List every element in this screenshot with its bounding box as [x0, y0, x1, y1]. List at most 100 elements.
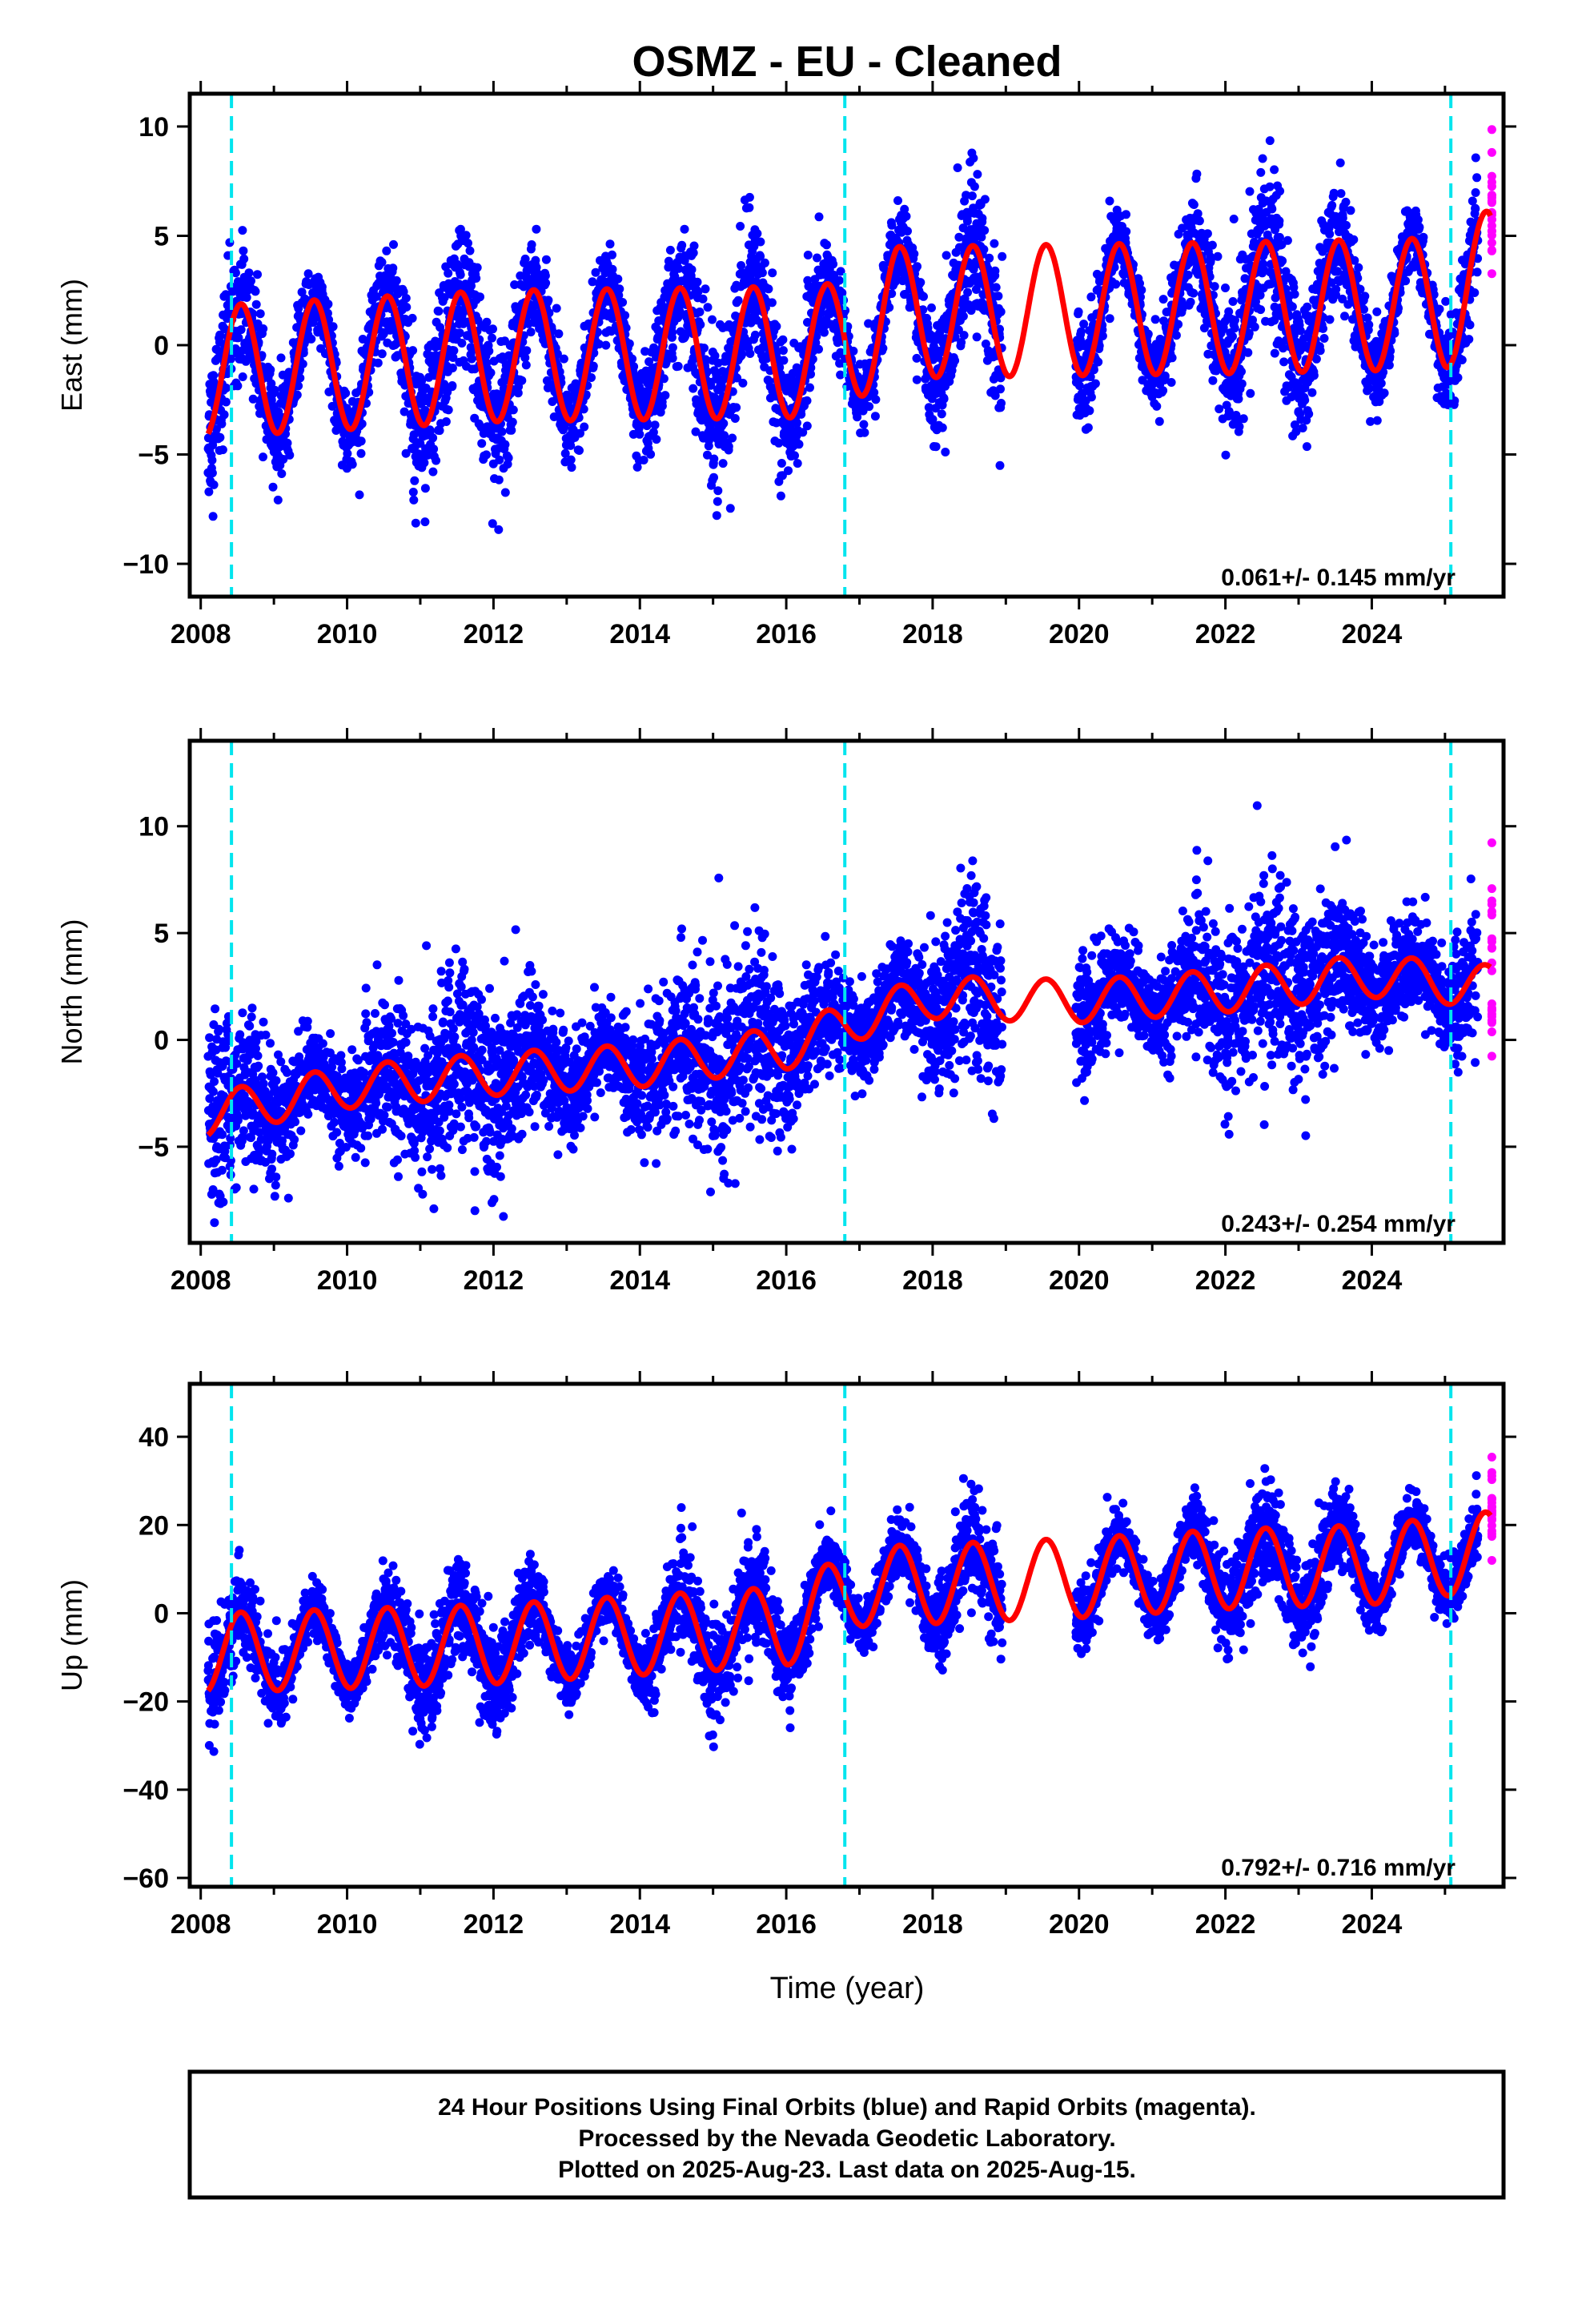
data-point: [661, 391, 670, 400]
data-point: [234, 333, 243, 343]
data-point: [1122, 210, 1130, 219]
data-point: [973, 170, 982, 179]
data-point: [980, 195, 990, 204]
data-point: [803, 251, 813, 259]
data-point: [646, 449, 656, 459]
data-point: [1158, 386, 1168, 396]
data-point: [1341, 197, 1351, 207]
data-point: [411, 518, 420, 528]
data-point: [420, 517, 430, 527]
data-point: [757, 268, 767, 278]
data-point: [1256, 167, 1266, 177]
data-point: [1074, 307, 1083, 316]
data-point: [1302, 442, 1311, 452]
data-point: [1150, 315, 1160, 324]
data-point: [903, 227, 912, 236]
data-point: [486, 368, 496, 377]
data-point: [1228, 332, 1237, 341]
data-point: [204, 487, 214, 497]
data-point: [207, 468, 217, 478]
data-point: [601, 340, 611, 350]
data-point: [253, 270, 262, 279]
data-point: [580, 422, 589, 432]
data-point: [724, 442, 733, 451]
data-point: [307, 334, 316, 344]
data-point: [508, 417, 517, 427]
data-point: [517, 376, 527, 385]
data-point: [1349, 235, 1359, 244]
data-point: [541, 278, 551, 287]
data-point: [1243, 348, 1253, 357]
data-point: [531, 255, 540, 265]
data-point: [1331, 284, 1341, 294]
data-point: [1221, 283, 1230, 292]
data-point: [532, 224, 541, 234]
data-point: [1303, 302, 1312, 312]
data-point: [700, 344, 709, 353]
data-point: [356, 436, 366, 446]
data-point: [1319, 334, 1329, 343]
data-point: [615, 284, 624, 294]
data-point: [871, 395, 881, 404]
data-point: [566, 455, 576, 464]
data-point: [317, 282, 327, 292]
data-point: [267, 379, 276, 388]
data-point: [1183, 270, 1193, 279]
data-point: [790, 451, 799, 460]
data-point: [814, 344, 823, 354]
data-point: [756, 237, 765, 247]
data-point: [494, 525, 504, 534]
data-point: [703, 303, 713, 312]
data-point: [276, 353, 286, 363]
data-point: [1228, 297, 1238, 306]
data-point: [778, 346, 788, 356]
data-point: [507, 425, 516, 435]
data-point: [865, 402, 874, 412]
data-point: [931, 442, 941, 452]
data-point: [303, 269, 313, 279]
data-point: [998, 251, 1007, 261]
data-point: [1158, 295, 1168, 304]
data-point: [222, 384, 231, 392]
data-point: [778, 335, 788, 344]
data-point: [962, 216, 972, 226]
data-point: [435, 426, 444, 436]
data-point: [859, 420, 869, 429]
data-point: [440, 293, 449, 302]
data-point: [221, 397, 231, 407]
data-point: [436, 323, 445, 332]
data-point: [434, 307, 444, 316]
data-point: [768, 268, 777, 278]
data-point: [238, 226, 247, 235]
data-point: [1307, 388, 1317, 397]
data-point: [215, 432, 225, 442]
data-point: [733, 296, 743, 305]
data-point: [958, 312, 968, 321]
data-point: [409, 495, 419, 505]
data-point: [605, 239, 615, 249]
data-point: [618, 298, 628, 307]
data-point: [379, 329, 388, 339]
data-point: [860, 428, 869, 437]
data-point: [297, 287, 307, 297]
data-point: [559, 354, 568, 364]
data-point: [1325, 229, 1335, 239]
data-point: [279, 455, 288, 464]
data-point: [1230, 324, 1239, 333]
data-point: [513, 388, 523, 398]
data-point: [500, 488, 510, 497]
data-point: [916, 278, 926, 287]
data-point: [410, 476, 420, 485]
data-point: [1235, 422, 1244, 432]
data-point: [978, 214, 987, 223]
data-point: [251, 287, 260, 296]
data-point: [259, 452, 267, 462]
data-point: [980, 226, 990, 235]
data-point: [401, 293, 411, 303]
data-point: [1195, 216, 1204, 226]
data-point: [1193, 209, 1203, 219]
data-point: [456, 224, 465, 234]
data-point: [266, 365, 275, 375]
data-point: [712, 511, 721, 521]
